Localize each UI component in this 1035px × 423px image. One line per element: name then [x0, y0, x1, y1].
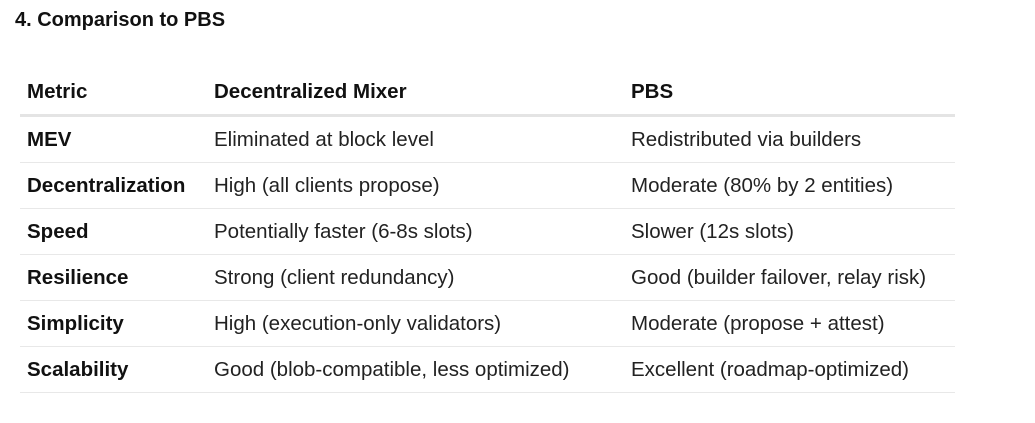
row-pbs-cell: Redistributed via builders — [624, 115, 955, 163]
table-row: Scalability Good (blob-compatible, less … — [20, 346, 955, 393]
row-mixer-cell: Good (blob-compatible, less optimized) — [207, 346, 624, 393]
row-metric-cell: Simplicity — [20, 300, 207, 347]
row-pbs-cell: Moderate (propose + attest) — [624, 300, 955, 347]
table-row: Speed Potentially faster (6-8s slots) Sl… — [20, 208, 955, 255]
table-row: Resilience Strong (client redundancy) Go… — [20, 254, 955, 301]
row-pbs-cell: Moderate (80% by 2 entities) — [624, 162, 955, 209]
table-row: Decentralization High (all clients propo… — [20, 162, 955, 209]
comparison-table: Metric Decentralized Mixer PBS MEV Elimi… — [20, 70, 955, 393]
table-row: MEV Eliminated at block level Redistribu… — [20, 115, 955, 163]
row-mixer-cell: Strong (client redundancy) — [207, 254, 624, 301]
row-pbs-cell: Excellent (roadmap-optimized) — [624, 346, 955, 393]
row-metric-cell: Resilience — [20, 254, 207, 301]
row-metric-cell: Scalability — [20, 346, 207, 393]
table-row: Simplicity High (execution-only validato… — [20, 300, 955, 347]
row-metric-cell: MEV — [20, 115, 207, 163]
row-pbs-cell: Slower (12s slots) — [624, 208, 955, 255]
header-pbs: PBS — [624, 70, 955, 117]
row-metric-cell: Speed — [20, 208, 207, 255]
row-mixer-cell: High (all clients propose) — [207, 162, 624, 209]
section-heading: 4. Comparison to PBS — [15, 9, 226, 31]
row-pbs-cell: Good (builder failover, relay risk) — [624, 254, 955, 301]
header-decentralized-mixer: Decentralized Mixer — [207, 70, 624, 117]
header-metric: Metric — [20, 70, 207, 117]
row-mixer-cell: Eliminated at block level — [207, 115, 624, 163]
row-mixer-cell: High (execution-only validators) — [207, 300, 624, 347]
row-mixer-cell: Potentially faster (6-8s slots) — [207, 208, 624, 255]
row-metric-cell: Decentralization — [20, 162, 207, 209]
table-header-row: Metric Decentralized Mixer PBS — [20, 70, 955, 117]
